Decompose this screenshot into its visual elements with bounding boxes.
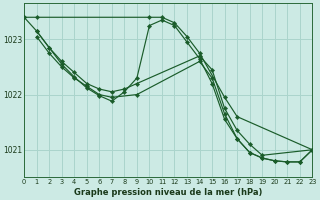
X-axis label: Graphe pression niveau de la mer (hPa): Graphe pression niveau de la mer (hPa) [74, 188, 262, 197]
